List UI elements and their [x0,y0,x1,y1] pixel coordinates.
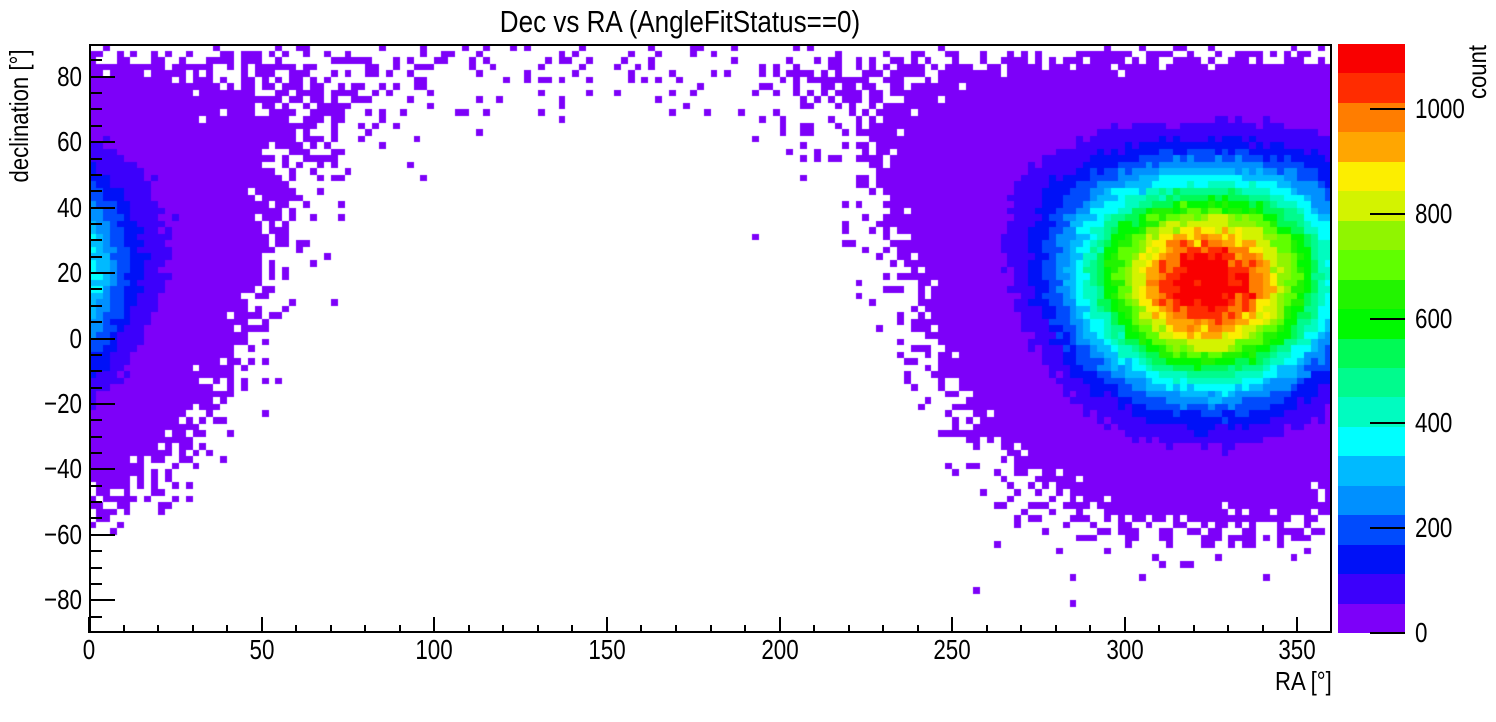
colorbar-tick-label: 600 [1415,302,1453,334]
colorbar-band [1338,191,1405,221]
chart-title: Dec vs RA (AngleFitStatus==0) [499,4,861,39]
colorbar-band [1338,486,1405,515]
colorbar-band [1338,515,1405,545]
colorbar-tick-label: 200 [1415,512,1453,544]
colorbar-band [1338,162,1405,191]
colorbar-band [1338,309,1405,339]
colorbar-band [1338,339,1405,368]
colorbar-band [1338,132,1405,162]
x-tick-label: 200 [760,634,799,665]
x-tick-label: 350 [1278,634,1317,665]
y-tick-label: 20 [57,257,82,289]
colorbar-band [1338,604,1405,633]
y-tick-label: −40 [44,453,82,485]
colorbar-tick-label: 800 [1415,197,1453,229]
y-tick-label: 40 [57,191,82,223]
y-tick-label: −60 [44,518,82,550]
z-axis-title: count [1462,44,1492,100]
x-tick-label: 100 [415,634,453,665]
x-tick-label: 250 [933,634,971,665]
colorbar-band [1338,368,1405,397]
colorbar-band [1338,397,1405,427]
x-tick-label: 300 [1106,634,1144,665]
colorbar-band [1338,456,1405,486]
colorbar-tick-label: 0 [1415,617,1428,648]
y-tick-label: −80 [44,584,82,616]
x-tick-label: 150 [588,634,626,665]
colorbar-tick-label: 400 [1415,407,1453,439]
colorbar-band [1338,545,1405,574]
y-axis-title: declination [°] [4,49,34,183]
colorbar-band [1338,73,1405,103]
colorbar [1338,44,1405,633]
colorbar-band [1338,44,1405,73]
colorbar-band [1338,427,1405,456]
colorbar-band [1338,250,1405,280]
y-tick-label: −20 [44,387,82,419]
x-tick-label: 50 [249,634,275,665]
y-tick-label: 0 [69,322,82,354]
colorbar-band [1338,280,1405,309]
x-axis-title: RA [°] [1275,666,1332,696]
colorbar-band [1338,221,1405,250]
x-tick-label: 0 [82,634,96,665]
colorbar-band [1338,574,1405,604]
colorbar-band [1338,103,1405,132]
histogram-canvas [89,44,1332,633]
